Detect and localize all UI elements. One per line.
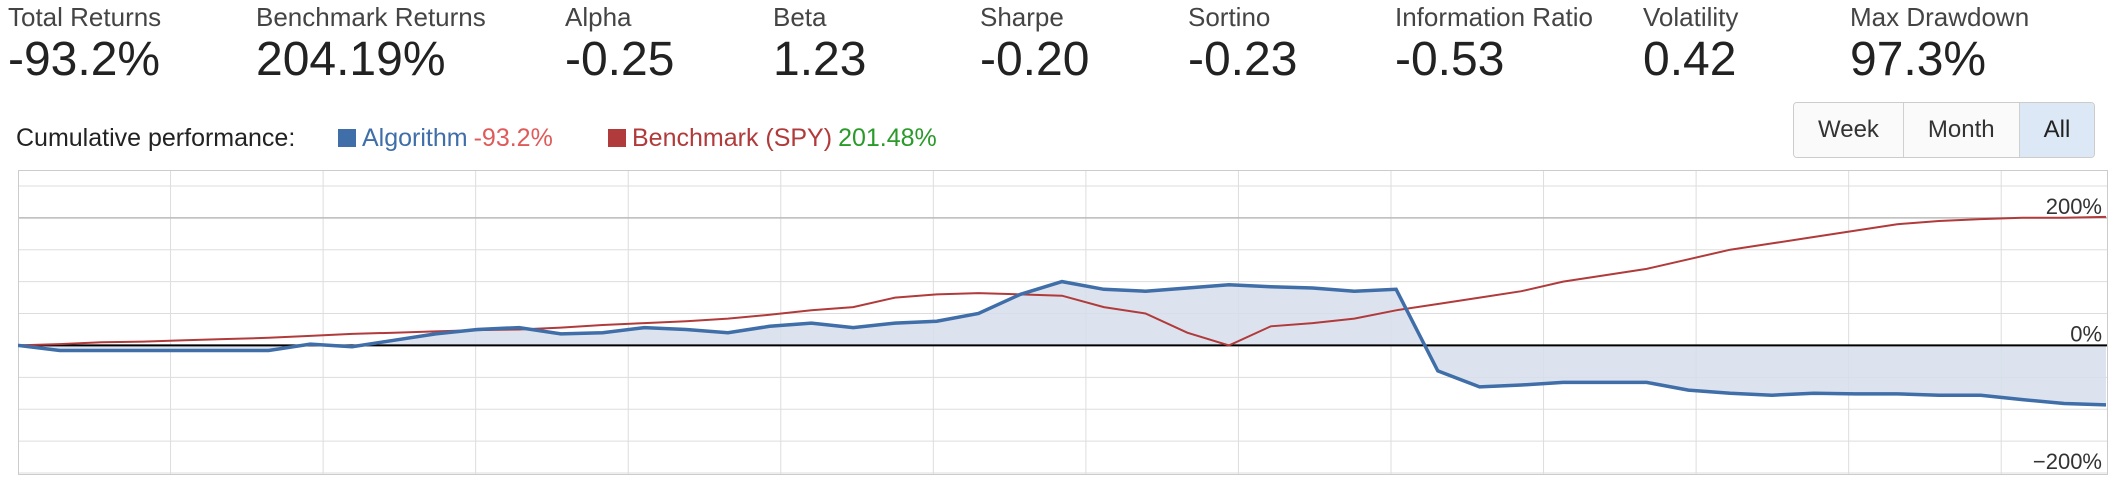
legend-benchmark-name: Benchmark (SPY) <box>632 124 833 152</box>
metric-label: Beta <box>773 2 827 32</box>
legend-algorithm-value: -93.2% <box>473 124 553 152</box>
range-all-button[interactable]: All <box>2019 103 2095 157</box>
metric-label: Alpha <box>565 2 632 32</box>
legend-algorithm-name: Algorithm <box>362 124 468 152</box>
y-tick-label: −200% <box>2033 449 2102 474</box>
metric-label: Benchmark Returns <box>256 2 486 32</box>
chart-legend: Cumulative performance: Algorithm -93.2% … <box>0 118 1700 158</box>
y-tick-label: 200% <box>2046 194 2102 219</box>
algorithm-line <box>18 279 2107 407</box>
cumulative-performance-chart: 200% 0% −200% <box>18 170 2108 475</box>
metric-value: 0.42 <box>1643 33 1737 86</box>
legend-item-algorithm[interactable]: Algorithm -93.2% <box>338 124 553 153</box>
algorithm-area <box>18 281 2106 405</box>
metric-label: Max Drawdown <box>1850 2 2030 32</box>
range-selector: Week Month All <box>1793 102 2096 158</box>
legend-swatch-benchmark <box>608 129 626 147</box>
chart-svg: 200% 0% −200% <box>18 170 2108 475</box>
metric-value: -0.53 <box>1395 33 1505 86</box>
legend-benchmark-value: 201.48% <box>838 124 937 152</box>
legend-swatch-algorithm <box>338 129 356 147</box>
metric-value: 1.23 <box>773 33 867 86</box>
legend-item-benchmark[interactable]: Benchmark (SPY) 201.48% <box>608 124 937 153</box>
metric-label: Sortino <box>1188 2 1271 32</box>
metric-value: -93.2% <box>8 33 161 86</box>
metrics-bar: Total Returns -93.2% Benchmark Returns 2… <box>0 0 2120 95</box>
metric-value: 97.3% <box>1850 33 1987 86</box>
metric-label: Information Ratio <box>1395 2 1593 32</box>
metric-label: Sharpe <box>980 2 1064 32</box>
metric-label: Total Returns <box>8 2 162 32</box>
y-tick-label: 0% <box>2070 321 2102 346</box>
range-month-button[interactable]: Month <box>1903 103 2020 157</box>
legend-title: Cumulative performance: <box>16 124 296 152</box>
metric-value: -0.25 <box>565 33 675 86</box>
metric-value: -0.20 <box>980 33 1090 86</box>
metric-label: Volatility <box>1643 2 1739 32</box>
metric-value: 204.19% <box>256 33 446 86</box>
benchmark-line <box>18 215 2107 347</box>
metric-value: -0.23 <box>1188 33 1298 86</box>
range-week-button[interactable]: Week <box>1794 103 1904 157</box>
